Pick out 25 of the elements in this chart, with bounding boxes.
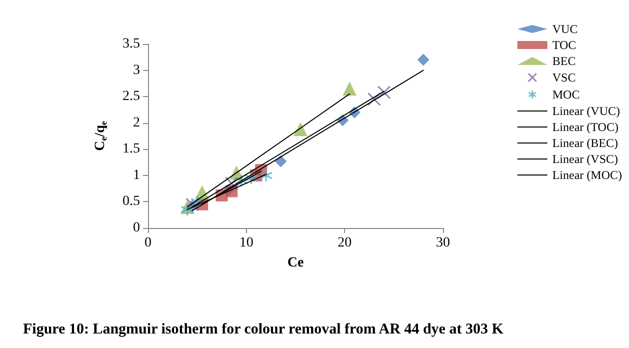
legend-label: VSC — [552, 70, 576, 84]
legend-label: Linear (BEC) — [552, 136, 618, 150]
y-tick-label: 2 — [133, 115, 140, 130]
y-tick-label: 2.5 — [122, 89, 140, 104]
legend-label: MOC — [552, 88, 580, 102]
y-tick-label: 1 — [133, 168, 140, 183]
y-tick-label: 0 — [133, 220, 140, 236]
text: Figure 10: Langmuir isotherm for colour removal from AR 44 dye at 303 K — [23, 322, 504, 338]
y-tick-label: 3 — [133, 62, 140, 78]
x-tick-label: 20 — [338, 236, 352, 250]
legend-label: TOC — [552, 38, 576, 52]
legend-label: Linear (TOC) — [552, 120, 618, 134]
x-tick-label: 10 — [239, 236, 254, 250]
y-tick-label: 0.5 — [122, 194, 140, 210]
y-axis-title: Ce/qe — [93, 121, 108, 151]
legend-label: Linear (MOC) — [552, 168, 622, 182]
x-axis-title: Ce — [287, 256, 304, 270]
y-tick-label: 3.5 — [122, 36, 140, 52]
legend-label: BEC — [552, 54, 576, 68]
x-tick-label: 30 — [436, 236, 450, 250]
x-tick-label: 0 — [144, 236, 152, 250]
y-tick-label: 1.5 — [122, 142, 140, 157]
legend-label: VUC — [552, 22, 578, 36]
legend-label: Linear (VUC) — [552, 104, 620, 118]
legend-label: Linear (VSC) — [552, 152, 618, 166]
